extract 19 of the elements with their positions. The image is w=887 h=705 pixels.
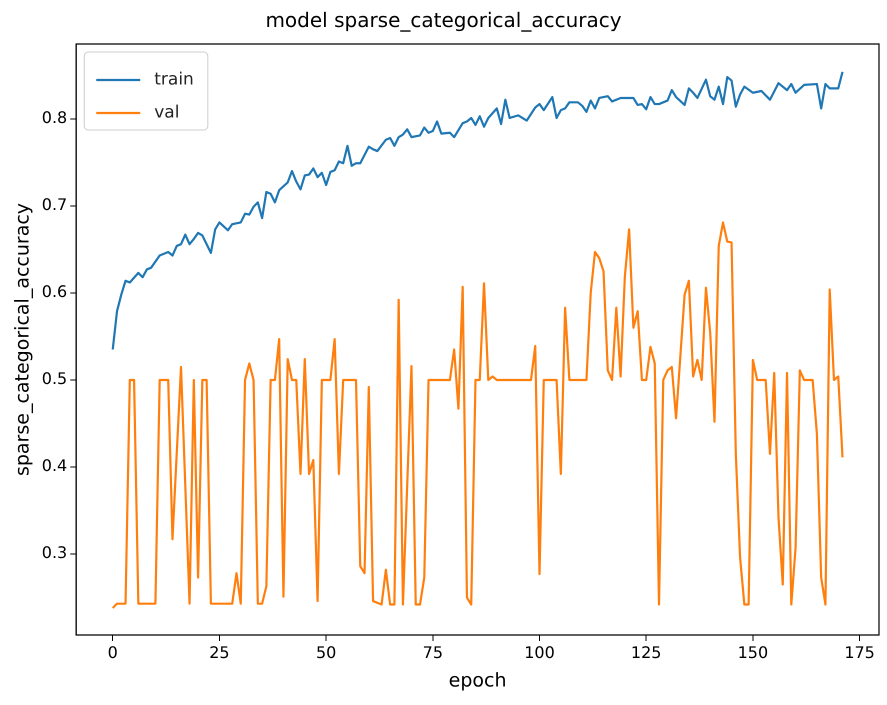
- chart-title: model sparse_categorical_accuracy: [265, 8, 622, 32]
- y-axis-title: sparse_categorical_accuracy: [11, 202, 34, 476]
- y-tick-label: 0.3: [42, 543, 68, 562]
- y-tick-label: 0.5: [42, 369, 68, 388]
- x-tick-label: 150: [738, 642, 768, 662]
- x-tick-label: 175: [844, 642, 875, 662]
- y-tick-label: 0.4: [42, 456, 68, 476]
- y-tick-label: 0.6: [42, 282, 68, 302]
- y-tick-label: 0.7: [42, 195, 68, 214]
- legend-label: train: [154, 69, 194, 90]
- legend-label: val: [154, 102, 180, 122]
- x-tick-label: 0: [108, 642, 118, 662]
- x-tick-label: 25: [209, 642, 230, 662]
- x-tick-label: 125: [630, 642, 662, 662]
- y-tick-label: 0.8: [42, 108, 68, 128]
- x-tick-label: 50: [316, 642, 336, 662]
- x-axis-title: epoch: [448, 670, 507, 692]
- x-tick-label: 100: [524, 642, 555, 662]
- x-tick-label: 75: [422, 642, 443, 662]
